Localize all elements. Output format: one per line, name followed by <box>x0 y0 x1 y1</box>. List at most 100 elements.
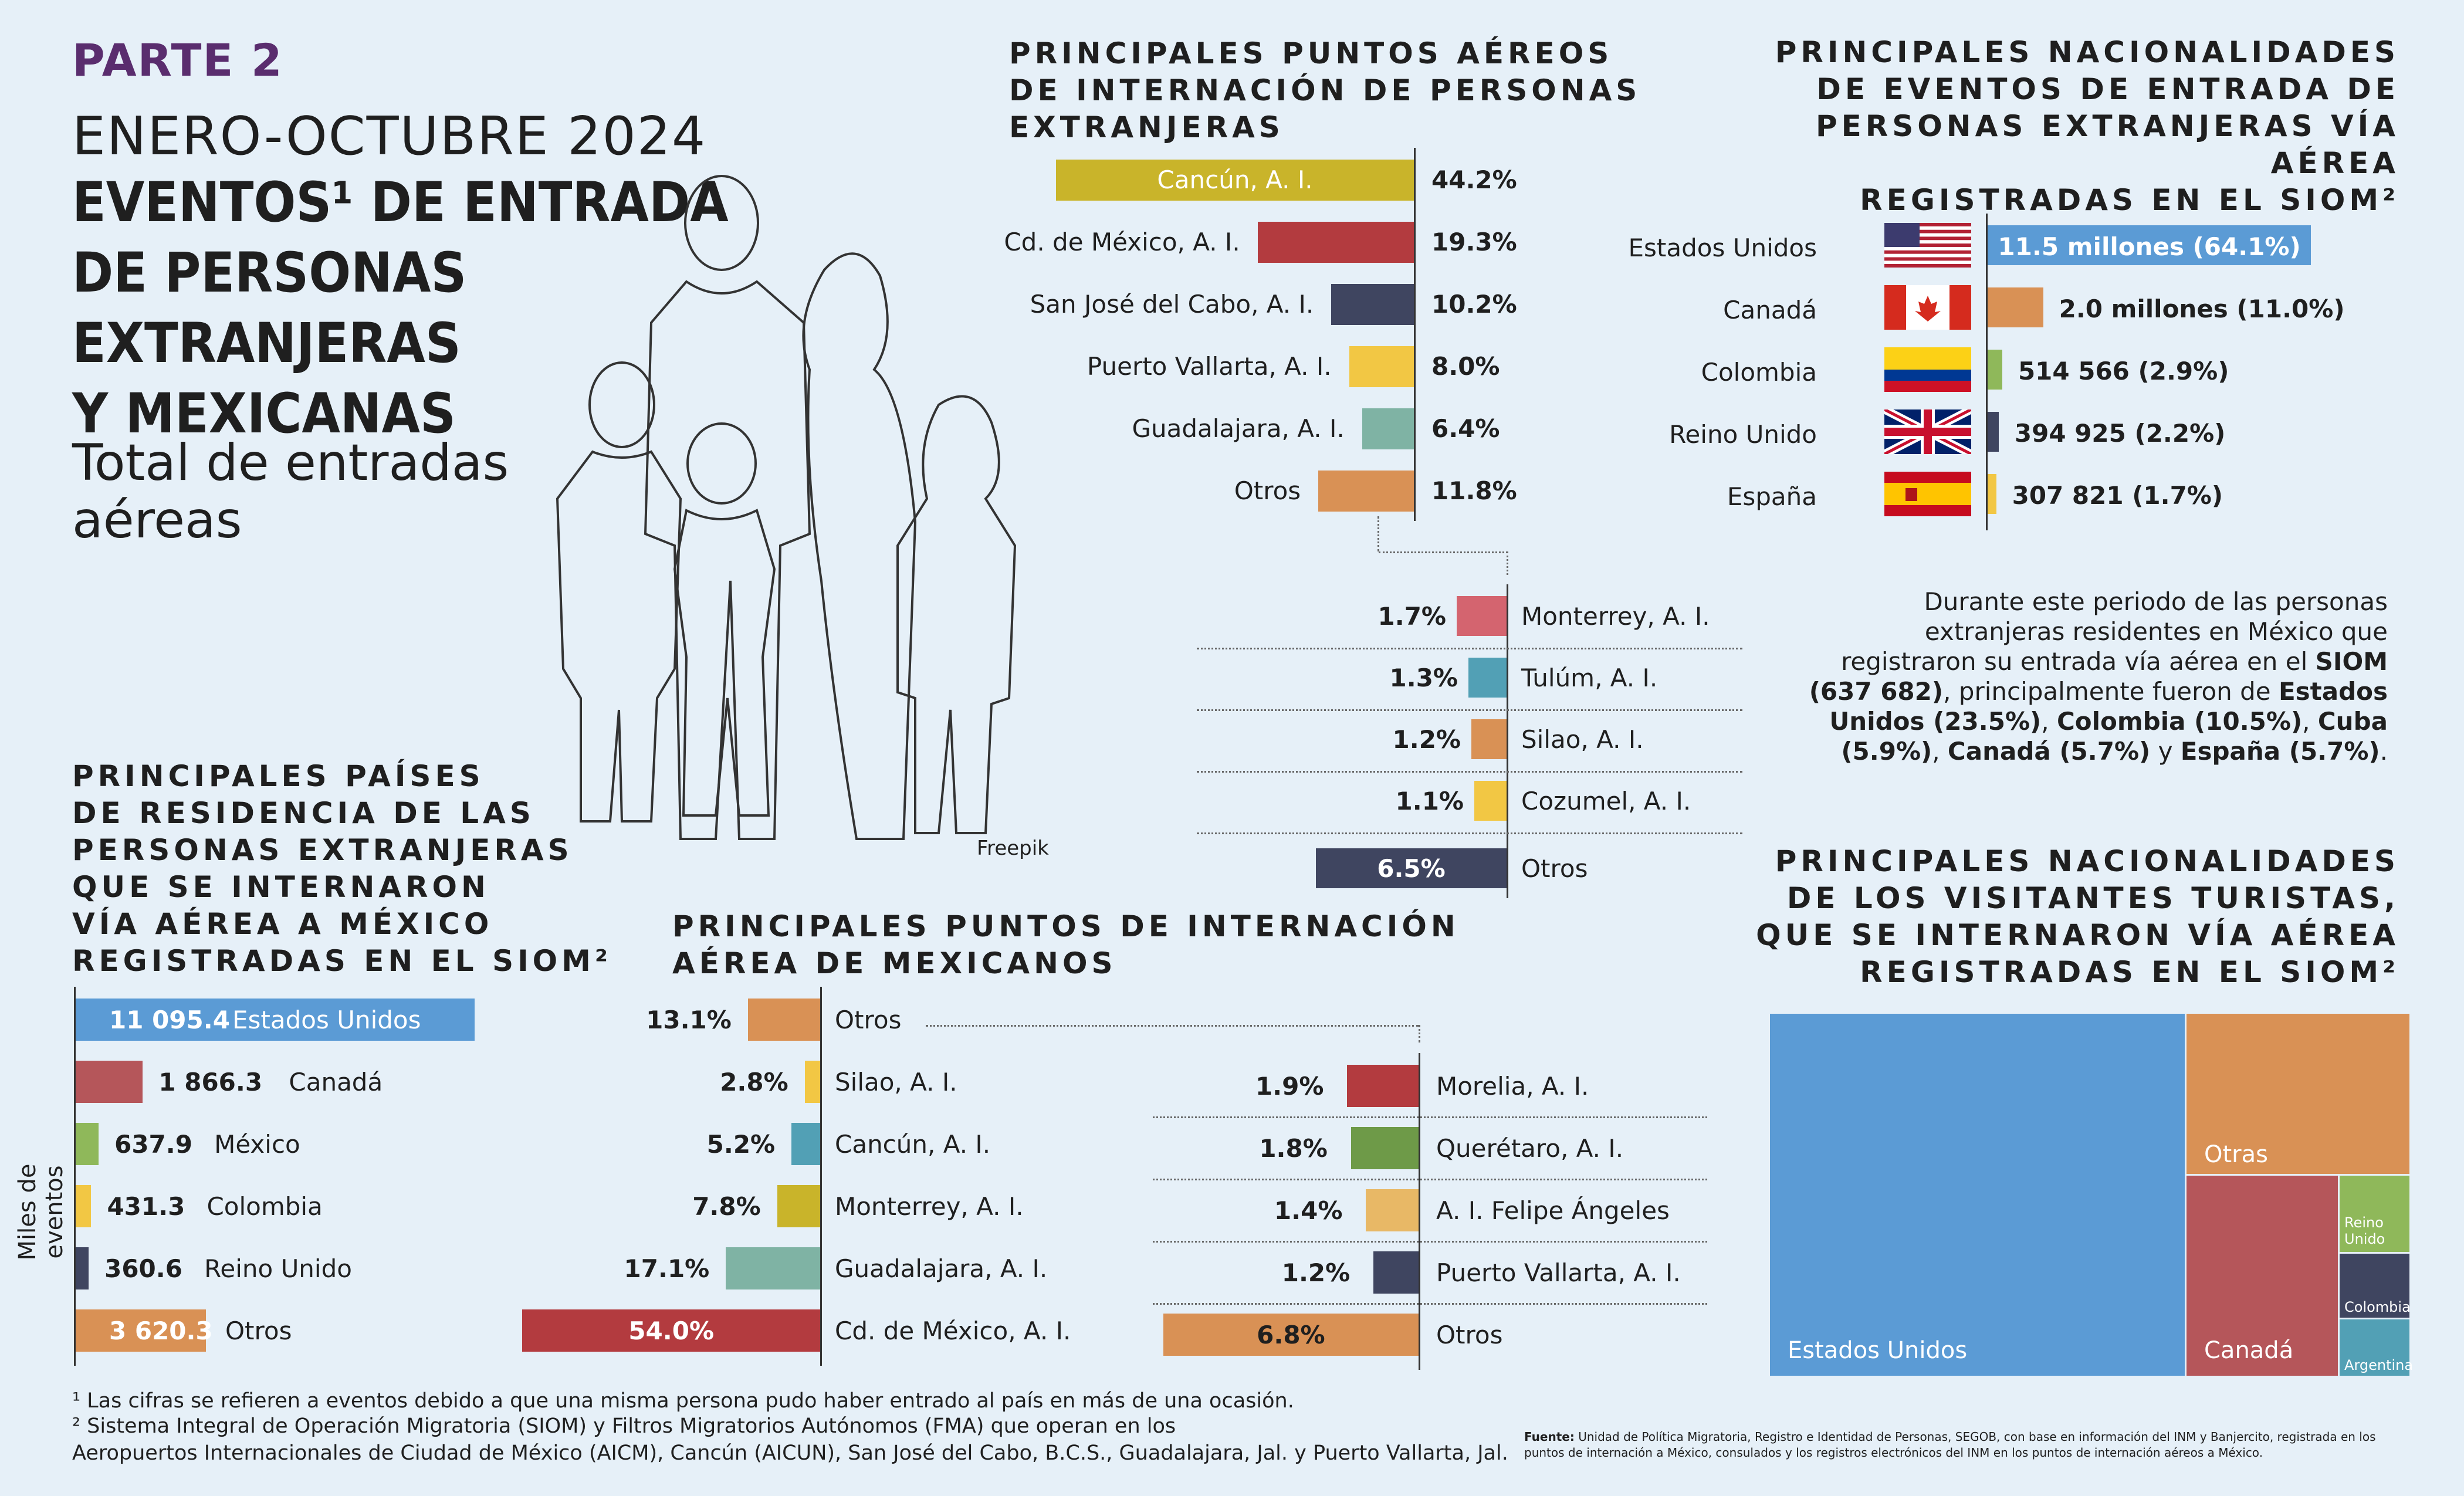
treemap-cell: Estados Unidos <box>1770 1014 2185 1376</box>
residence-bar <box>76 1309 206 1352</box>
foreign-airports-category: San José del Cabo, A. I. <box>1030 290 1314 319</box>
foreign-others-bar <box>1474 781 1507 821</box>
foreign-others-bar <box>1457 596 1507 636</box>
paragraph-segment: y <box>2150 737 2181 766</box>
residence-value: 360.6 <box>104 1254 182 1283</box>
foreign-airports-axis <box>1414 148 1416 521</box>
colombia-flag <box>1884 347 1971 392</box>
uk-flag <box>1882 405 1974 458</box>
mexican-others-category: Otros <box>1436 1321 1503 1349</box>
nationality-category: Canadá <box>1723 296 1817 324</box>
mexican-category: Cancún, A. I. <box>835 1130 991 1159</box>
treemap-cell: Reino Unido <box>2340 1176 2409 1252</box>
foreign-airports-bar <box>1318 471 1414 512</box>
paragraph-segment: (637 682) <box>1809 677 1944 706</box>
paragraph-segment: Durante este periodo de las personas ext… <box>1841 587 2388 676</box>
treemap-cell-label: Otras <box>2204 1141 2268 1168</box>
treemap-cell-label: Canadá <box>2204 1337 2294 1364</box>
mexican-bar <box>522 1309 820 1352</box>
family-illustration <box>556 175 1017 840</box>
headline: EVENTOS¹ DE ENTRADA DE PERSONAS EXTRANJE… <box>72 171 729 446</box>
mexican-others-separator <box>1153 1179 1707 1180</box>
nationality-value: 11.5 millones (64.1%) <box>1998 232 2301 261</box>
connector-foreign-vertical <box>1377 516 1379 551</box>
paragraph-segment: , <box>2041 707 2057 736</box>
nationality-value: 2.0 millones (11.0%) <box>2059 295 2345 323</box>
foreign-airports-value: 19.3% <box>1431 228 1517 256</box>
residence-value: 431.3 <box>107 1192 185 1221</box>
mexican-airports-title: PRINCIPALES PUNTOS DE INTERNACIÓN AÉREA … <box>672 909 1460 980</box>
paragraph-segment: Canadá (5.7%) <box>1947 737 2151 766</box>
nationality-category: Estados Unidos <box>1628 233 1817 262</box>
paragraph-segment: SIOM <box>2315 647 2388 676</box>
paragraph-segment: . <box>2380 737 2388 766</box>
mexican-others-bar <box>1163 1314 1419 1356</box>
residence-value: 637.9 <box>114 1130 192 1159</box>
nationality-value: 307 821 (1.7%) <box>2012 481 2223 510</box>
connector-foreign-others <box>1379 551 1508 553</box>
period-label: ENERO-OCTUBRE 2024 <box>72 106 707 167</box>
residence-category: México <box>214 1130 300 1159</box>
nationality-category: Colombia <box>1701 358 1817 387</box>
foreign-others-category: Monterrey, A. I. <box>1521 602 1710 631</box>
treemap-cell: Colombia <box>2340 1254 2411 1318</box>
residence-bar <box>76 1061 143 1103</box>
residence-bar <box>76 1247 89 1289</box>
nationality-bar <box>1988 474 1996 514</box>
foreign-others-category: Tulúm, A. I. <box>1521 664 1658 692</box>
mexican-others-bar <box>1347 1065 1419 1107</box>
residence-value: 1 866.3 <box>158 1068 263 1096</box>
paragraph-segment: Colombia (10.5%) <box>2056 707 2303 736</box>
residence-category: Reino Unido <box>204 1254 352 1283</box>
foreign-nationalities-title: PRINCIPALES NACIONALIDADES DE EVENTOS DE… <box>1775 35 2399 217</box>
foreign-airports-value: 44.2% <box>1431 165 1517 194</box>
mexican-others-category: Morelia, A. I. <box>1436 1072 1589 1101</box>
foreign-airports-bar <box>1257 222 1414 263</box>
foreign-others-value: 6.5% <box>1377 854 1446 883</box>
foreign-others-value: 1.7% <box>1377 602 1446 631</box>
foreign-others-separator <box>1197 648 1742 649</box>
foreign-airports-value: 11.8% <box>1431 476 1517 505</box>
nationality-bar <box>1988 350 2002 390</box>
foreign-others-value: 1.3% <box>1389 664 1458 692</box>
mexican-value: 54.0% <box>628 1316 715 1345</box>
foreign-airports-bar <box>1349 346 1414 387</box>
mexican-others-value: 1.8% <box>1259 1134 1328 1163</box>
mexican-category: Monterrey, A. I. <box>835 1192 1024 1221</box>
canada-flag <box>1884 285 1971 330</box>
nationality-value: 514 566 (2.9%) <box>2018 357 2229 385</box>
connector-mexican-vertical <box>1419 1025 1420 1043</box>
mexican-axis <box>820 987 822 1366</box>
mexican-value: 7.8% <box>692 1192 761 1221</box>
footnote-2: ² Sistema Integral de Operación Migrator… <box>72 1414 1508 1465</box>
residence-bar <box>76 1185 92 1227</box>
mexican-others-category: Puerto Vallarta, A. I. <box>1436 1258 1681 1287</box>
mexican-others-bar <box>1373 1251 1419 1294</box>
foreign-others-bar <box>1316 848 1507 888</box>
mexican-category: Cd. de México, A. I. <box>835 1316 1071 1345</box>
mexican-others-category: Querétaro, A. I. <box>1436 1134 1624 1163</box>
connector-foreign-vertical-2 <box>1507 551 1508 575</box>
mexican-others-separator <box>1153 1116 1707 1118</box>
mexican-value: 17.1% <box>624 1254 710 1283</box>
foreign-airports-value: 6.4% <box>1431 414 1500 443</box>
mexican-others-bar <box>1351 1127 1419 1169</box>
foreign-airports-bar <box>1362 408 1414 449</box>
foreign-airports-category: Puerto Vallarta, A. I. <box>1087 352 1332 381</box>
treemap-cell-label: Colombia <box>2344 1299 2411 1315</box>
mexican-others-value: 1.9% <box>1255 1072 1324 1101</box>
mexican-others-value: 6.8% <box>1257 1321 1325 1349</box>
foreign-airports-category: Guadalajara, A. I. <box>1132 414 1345 443</box>
mexican-others-bar <box>1366 1189 1419 1231</box>
nationality-category: Reino Unido <box>1669 420 1817 449</box>
residence-category: Colombia <box>207 1192 323 1221</box>
residence-category: Canadá <box>289 1068 383 1096</box>
paragraph-segment: , principalmente fueron de <box>1943 677 2279 706</box>
residence-axis <box>74 987 76 1366</box>
foreign-others-axis <box>1507 584 1508 898</box>
mexican-others-separator <box>1153 1241 1707 1243</box>
residence-bar <box>76 999 475 1041</box>
mexican-bar <box>726 1247 820 1289</box>
footnote-1: ¹ Las cifras se refieren a eventos debid… <box>72 1389 1294 1413</box>
mexican-value: 13.1% <box>646 1006 732 1034</box>
